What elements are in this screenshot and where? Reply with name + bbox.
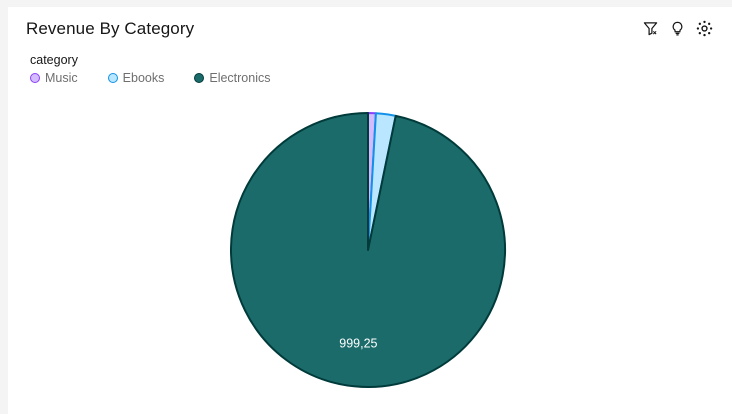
legend-item-ebooks[interactable]: Ebooks	[107, 71, 165, 85]
lightbulb-icon[interactable]	[668, 19, 687, 38]
legend-item-electronics[interactable]: Electronics	[194, 71, 271, 85]
chart-card: Revenue By Category	[8, 7, 732, 414]
legend-swatch-electronics	[194, 73, 205, 83]
legend-item-music[interactable]: Music	[30, 71, 78, 85]
pie-chart: 999,25	[230, 112, 506, 388]
data-label-electronics: 999,25	[339, 336, 377, 350]
legend-swatch-ebooks	[107, 73, 118, 83]
chart-toolbar	[641, 19, 714, 38]
legend-label-ebooks: Ebooks	[122, 71, 165, 85]
legend-title: category	[30, 53, 78, 67]
legend-swatch-music	[30, 73, 40, 83]
settings-icon[interactable]	[695, 19, 714, 38]
chart-title: Revenue By Category	[26, 19, 195, 38]
chart-legend: Music Ebooks Electronics	[30, 71, 301, 85]
legend-label-music: Music	[45, 71, 78, 85]
legend-label-electronics: Electronics	[209, 71, 271, 85]
pie-slice-electronics[interactable]	[230, 112, 506, 388]
filter-icon[interactable]	[641, 19, 660, 38]
